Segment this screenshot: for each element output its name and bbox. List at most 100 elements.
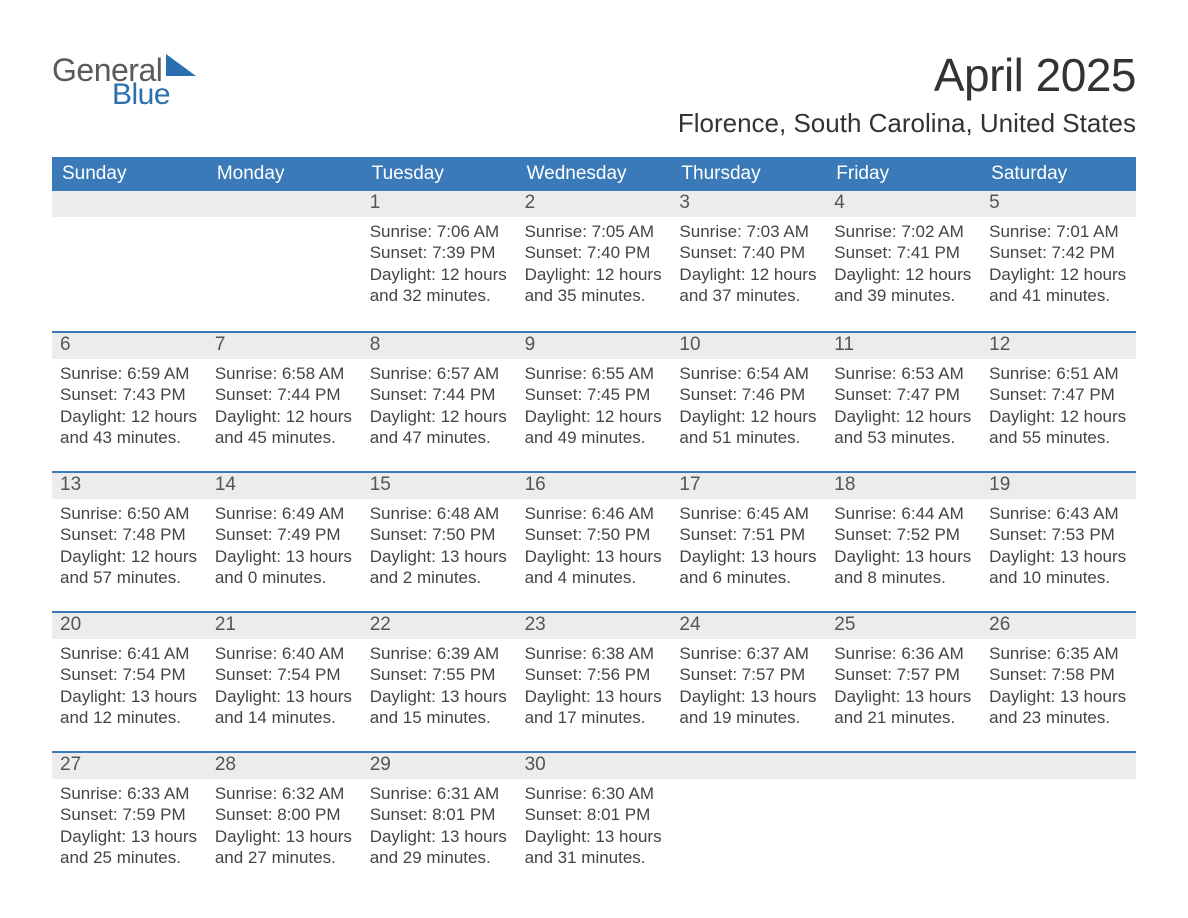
day-body: Sunrise: 6:40 AMSunset: 7:54 PMDaylight:… <box>207 639 362 746</box>
sunset-text: Sunset: 7:47 PM <box>834 384 973 405</box>
sunrise-text: Sunrise: 6:35 AM <box>989 643 1128 664</box>
sunset-text: Sunset: 7:53 PM <box>989 524 1128 545</box>
day-number: 29 <box>362 753 517 779</box>
weekday-header: Monday <box>207 157 362 191</box>
day-body: Sunrise: 6:53 AMSunset: 7:47 PMDaylight:… <box>826 359 981 466</box>
day-body <box>52 217 207 317</box>
day-body: Sunrise: 6:35 AMSunset: 7:58 PMDaylight:… <box>981 639 1136 746</box>
day-cell: 6Sunrise: 6:59 AMSunset: 7:43 PMDaylight… <box>52 333 207 471</box>
day-number: 1 <box>362 191 517 217</box>
day-cell <box>671 753 826 891</box>
daylight-text: and 43 minutes. <box>60 427 199 448</box>
daylight-text: and 15 minutes. <box>370 707 509 728</box>
day-body: Sunrise: 6:55 AMSunset: 7:45 PMDaylight:… <box>517 359 672 466</box>
week-row: 13Sunrise: 6:50 AMSunset: 7:48 PMDayligh… <box>52 471 1136 611</box>
calendar-page: General Blue April 2025 Florence, South … <box>0 0 1188 891</box>
day-cell: 25Sunrise: 6:36 AMSunset: 7:57 PMDayligh… <box>826 613 981 751</box>
day-body: Sunrise: 6:45 AMSunset: 7:51 PMDaylight:… <box>671 499 826 606</box>
daylight-text: and 51 minutes. <box>679 427 818 448</box>
day-number: 18 <box>826 473 981 499</box>
sunrise-text: Sunrise: 6:53 AM <box>834 363 973 384</box>
daylight-text: Daylight: 12 hours <box>834 406 973 427</box>
sunset-text: Sunset: 7:57 PM <box>679 664 818 685</box>
day-cell: 29Sunrise: 6:31 AMSunset: 8:01 PMDayligh… <box>362 753 517 891</box>
day-number: 10 <box>671 333 826 359</box>
sunset-text: Sunset: 8:00 PM <box>215 804 354 825</box>
day-cell: 8Sunrise: 6:57 AMSunset: 7:44 PMDaylight… <box>362 333 517 471</box>
daylight-text: Daylight: 13 hours <box>525 686 664 707</box>
day-body: Sunrise: 6:58 AMSunset: 7:44 PMDaylight:… <box>207 359 362 466</box>
daylight-text: Daylight: 12 hours <box>679 406 818 427</box>
sunrise-text: Sunrise: 6:44 AM <box>834 503 973 524</box>
weekday-header: Thursday <box>671 157 826 191</box>
daylight-text: Daylight: 12 hours <box>60 546 199 567</box>
day-body: Sunrise: 6:46 AMSunset: 7:50 PMDaylight:… <box>517 499 672 606</box>
day-body: Sunrise: 6:49 AMSunset: 7:49 PMDaylight:… <box>207 499 362 606</box>
daylight-text: and 27 minutes. <box>215 847 354 868</box>
daylight-text: and 31 minutes. <box>525 847 664 868</box>
location-subtitle: Florence, South Carolina, United States <box>678 108 1136 139</box>
sunrise-text: Sunrise: 6:32 AM <box>215 783 354 804</box>
week-row: 27Sunrise: 6:33 AMSunset: 7:59 PMDayligh… <box>52 751 1136 891</box>
sunset-text: Sunset: 7:47 PM <box>989 384 1128 405</box>
week-row: 20Sunrise: 6:41 AMSunset: 7:54 PMDayligh… <box>52 611 1136 751</box>
day-cell <box>52 191 207 331</box>
sunrise-text: Sunrise: 6:41 AM <box>60 643 199 664</box>
day-number: 4 <box>826 191 981 217</box>
sunset-text: Sunset: 7:43 PM <box>60 384 199 405</box>
day-body: Sunrise: 6:54 AMSunset: 7:46 PMDaylight:… <box>671 359 826 466</box>
sunrise-text: Sunrise: 6:46 AM <box>525 503 664 524</box>
day-cell: 24Sunrise: 6:37 AMSunset: 7:57 PMDayligh… <box>671 613 826 751</box>
sunset-text: Sunset: 7:40 PM <box>525 242 664 263</box>
day-number: 25 <box>826 613 981 639</box>
daylight-text: Daylight: 13 hours <box>679 546 818 567</box>
daylight-text: and 8 minutes. <box>834 567 973 588</box>
daylight-text: Daylight: 13 hours <box>60 686 199 707</box>
sunrise-text: Sunrise: 6:39 AM <box>370 643 509 664</box>
day-body: Sunrise: 6:48 AMSunset: 7:50 PMDaylight:… <box>362 499 517 606</box>
daylight-text: and 29 minutes. <box>370 847 509 868</box>
day-body: Sunrise: 6:51 AMSunset: 7:47 PMDaylight:… <box>981 359 1136 466</box>
brand-logo: General Blue <box>52 54 196 110</box>
weekday-header: Friday <box>826 157 981 191</box>
sunset-text: Sunset: 7:39 PM <box>370 242 509 263</box>
day-body: Sunrise: 6:57 AMSunset: 7:44 PMDaylight:… <box>362 359 517 466</box>
sunset-text: Sunset: 7:48 PM <box>60 524 199 545</box>
day-body: Sunrise: 7:02 AMSunset: 7:41 PMDaylight:… <box>826 217 981 324</box>
day-cell: 28Sunrise: 6:32 AMSunset: 8:00 PMDayligh… <box>207 753 362 891</box>
sunrise-text: Sunrise: 7:01 AM <box>989 221 1128 242</box>
daylight-text: and 47 minutes. <box>370 427 509 448</box>
week-row: 1Sunrise: 7:06 AMSunset: 7:39 PMDaylight… <box>52 191 1136 331</box>
day-cell: 3Sunrise: 7:03 AMSunset: 7:40 PMDaylight… <box>671 191 826 331</box>
daylight-text: Daylight: 12 hours <box>525 264 664 285</box>
day-cell: 27Sunrise: 6:33 AMSunset: 7:59 PMDayligh… <box>52 753 207 891</box>
sunset-text: Sunset: 7:54 PM <box>60 664 199 685</box>
day-cell: 18Sunrise: 6:44 AMSunset: 7:52 PMDayligh… <box>826 473 981 611</box>
day-body <box>671 779 826 879</box>
daylight-text: Daylight: 13 hours <box>370 686 509 707</box>
daylight-text: and 57 minutes. <box>60 567 199 588</box>
day-cell <box>207 191 362 331</box>
day-body: Sunrise: 6:36 AMSunset: 7:57 PMDaylight:… <box>826 639 981 746</box>
day-cell: 2Sunrise: 7:05 AMSunset: 7:40 PMDaylight… <box>517 191 672 331</box>
day-cell: 11Sunrise: 6:53 AMSunset: 7:47 PMDayligh… <box>826 333 981 471</box>
day-number <box>207 191 362 217</box>
day-number: 19 <box>981 473 1136 499</box>
day-body: Sunrise: 7:01 AMSunset: 7:42 PMDaylight:… <box>981 217 1136 324</box>
sunrise-text: Sunrise: 6:33 AM <box>60 783 199 804</box>
sunrise-text: Sunrise: 7:02 AM <box>834 221 973 242</box>
sunrise-text: Sunrise: 6:57 AM <box>370 363 509 384</box>
daylight-text: Daylight: 12 hours <box>525 406 664 427</box>
sunset-text: Sunset: 7:40 PM <box>679 242 818 263</box>
sunrise-text: Sunrise: 6:43 AM <box>989 503 1128 524</box>
sunrise-text: Sunrise: 6:40 AM <box>215 643 354 664</box>
daylight-text: and 41 minutes. <box>989 285 1128 306</box>
daylight-text: Daylight: 12 hours <box>370 264 509 285</box>
daylight-text: Daylight: 12 hours <box>989 406 1128 427</box>
day-body: Sunrise: 6:41 AMSunset: 7:54 PMDaylight:… <box>52 639 207 746</box>
daylight-text: Daylight: 13 hours <box>215 826 354 847</box>
logo-triangle-icon <box>166 54 196 80</box>
day-body: Sunrise: 6:31 AMSunset: 8:01 PMDaylight:… <box>362 779 517 886</box>
day-body: Sunrise: 6:50 AMSunset: 7:48 PMDaylight:… <box>52 499 207 606</box>
day-cell <box>826 753 981 891</box>
